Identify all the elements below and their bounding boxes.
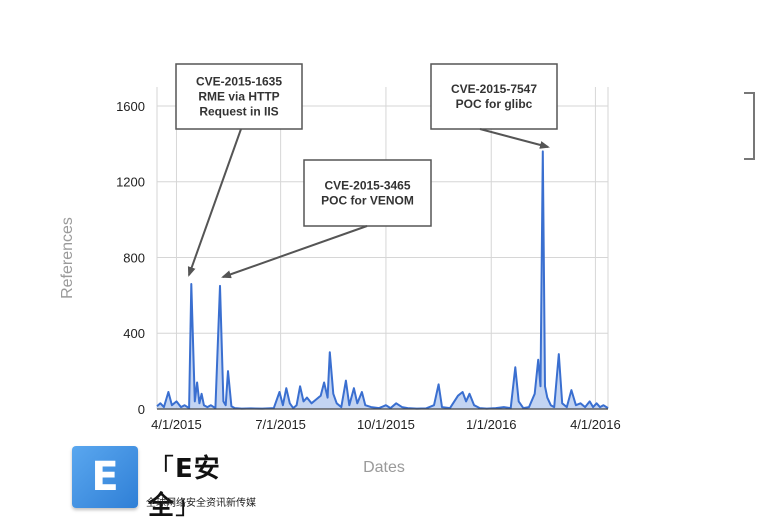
grid bbox=[156, 87, 609, 410]
x-axis-title: Dates bbox=[363, 459, 405, 476]
logo-brand-name: E安全 bbox=[148, 454, 221, 521]
annotation-text: RME via HTTP bbox=[198, 90, 279, 104]
plot-area bbox=[156, 150, 609, 410]
annotation-arrow bbox=[221, 225, 368, 279]
annotation-text: CVE-2015-7547 bbox=[451, 82, 537, 96]
side-bracket bbox=[744, 92, 755, 160]
annotation-box bbox=[303, 159, 432, 227]
series-line bbox=[156, 150, 609, 410]
annotation-arrow bbox=[187, 128, 242, 277]
logo-brand: 「E安全」 bbox=[148, 448, 272, 522]
annotation-box bbox=[175, 63, 303, 130]
logo-badge: E bbox=[72, 446, 138, 508]
logo-mark: E bbox=[91, 454, 119, 500]
x-tick-label: 4/1/2016 bbox=[570, 417, 621, 432]
axes: 0 400 800 1200 1600 4/1/2015 7/1/2015 10/1/2015… bbox=[116, 99, 621, 432]
annotation-text: CVE-2015-1635 bbox=[196, 75, 282, 89]
annotation-text: POC for VENOM bbox=[321, 194, 414, 208]
annotation-text: CVE-2015-3465 bbox=[324, 179, 410, 193]
logo-tagline: 全球网络安全资讯新传媒 bbox=[146, 498, 256, 509]
x-tick-label: 4/1/2015 bbox=[151, 417, 202, 432]
annotation-arrow bbox=[479, 128, 550, 149]
x-tick-label: 10/1/2015 bbox=[357, 417, 415, 432]
y-tick-label: 1600 bbox=[116, 99, 145, 114]
logo-bracket-close: 」 bbox=[175, 491, 203, 521]
y-tick-label: 400 bbox=[123, 326, 145, 341]
annotation-text: Request in IIS bbox=[199, 105, 278, 119]
y-tick-label: 800 bbox=[123, 250, 145, 265]
x-tick-label: 1/1/2016 bbox=[466, 417, 517, 432]
y-tick-label: 1200 bbox=[116, 175, 145, 190]
y-tick-label: 0 bbox=[138, 402, 145, 417]
logo-bracket-open: 「 bbox=[148, 454, 176, 484]
logo: E 「E安全」 全球网络安全资讯新传媒 bbox=[72, 444, 272, 521]
y-axis-title: References bbox=[59, 217, 76, 299]
annotation-box bbox=[430, 63, 558, 130]
annotation-text: POC for glibc bbox=[456, 97, 533, 111]
x-tick-label: 7/1/2015 bbox=[255, 417, 306, 432]
